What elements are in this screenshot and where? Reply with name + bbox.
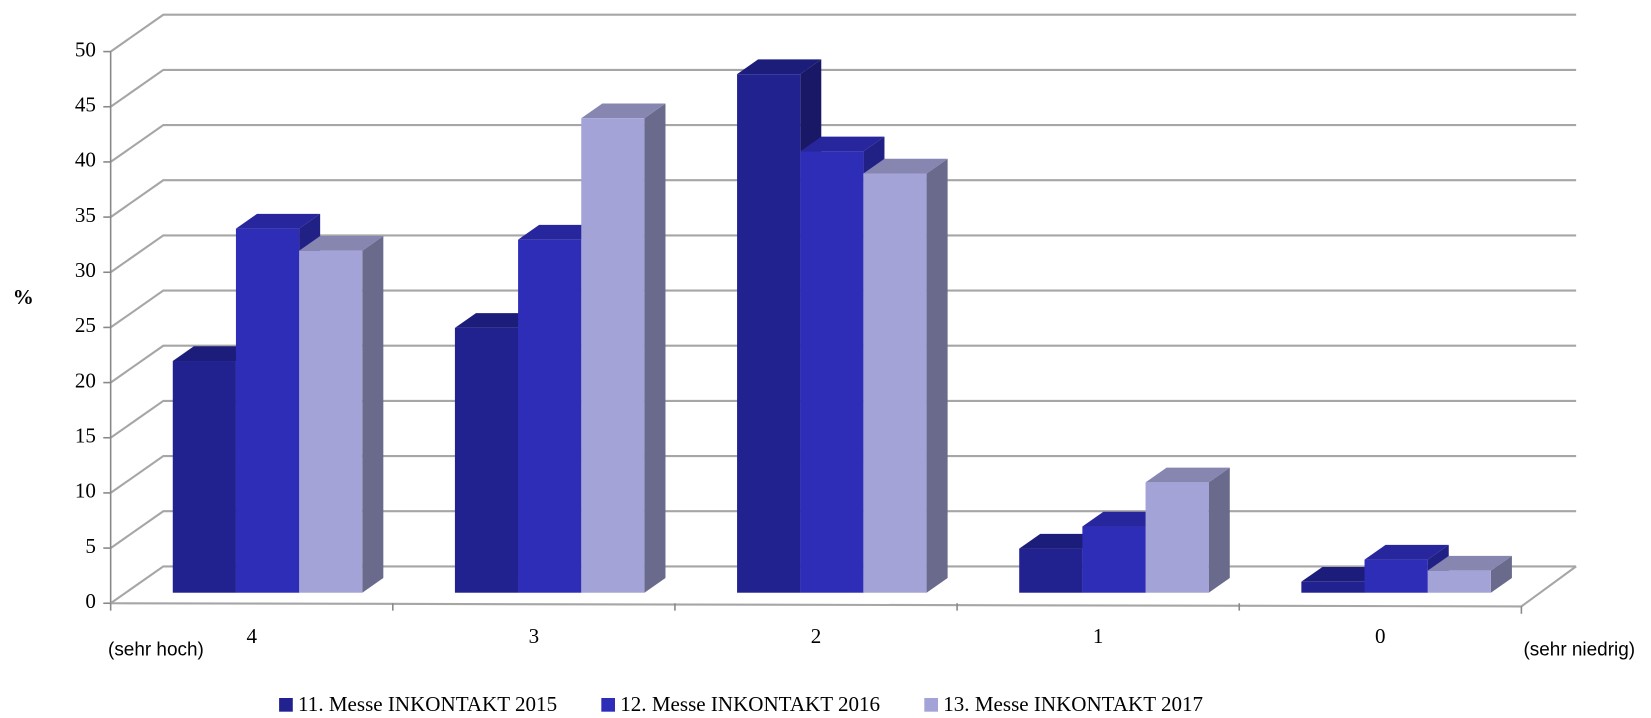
bar-side (926, 158, 948, 593)
bar-side (1490, 555, 1512, 593)
annotation: (sehr hoch) (108, 640, 204, 661)
grid-line (110, 344, 1577, 384)
bar (800, 151, 864, 593)
y-tick-label: 30 (75, 258, 96, 282)
grid-line (110, 179, 1577, 218)
bar (1019, 548, 1083, 593)
bar (172, 361, 236, 593)
legend-swatch (279, 697, 293, 712)
y-tick-label: 35 (75, 203, 96, 227)
bar (1301, 581, 1365, 593)
bar (863, 173, 927, 593)
y-tick-label: 50 (75, 37, 96, 61)
bar-top (1364, 544, 1449, 560)
bar-top (454, 313, 540, 328)
grid-line (110, 13, 1577, 53)
bar-top (863, 158, 948, 174)
grid-line (110, 510, 1577, 549)
y-tick-label: 0 (85, 589, 96, 613)
x-tick-label: 4 (246, 624, 257, 648)
x-tick-label: 1 (1093, 624, 1104, 648)
bar-top (1145, 467, 1230, 483)
grid-line (110, 455, 1577, 494)
bar (581, 118, 645, 593)
x-tick-label: 2 (811, 624, 822, 648)
bar-top (299, 235, 384, 251)
x-tick-label: 0 (1375, 624, 1386, 648)
bar (737, 74, 801, 593)
grid-line (110, 124, 1577, 163)
y-tick-label: 40 (75, 148, 96, 172)
bar-top (1427, 555, 1512, 571)
bar-top (235, 213, 321, 229)
annotation: (sehr niedrig) (1524, 640, 1636, 661)
bar-side (362, 235, 384, 593)
y-tick-label: 15 (75, 424, 96, 448)
y-tick-label: 45 (75, 93, 96, 117)
bar (454, 327, 519, 593)
bar (1145, 482, 1209, 593)
bar (518, 239, 582, 593)
y-tick-label: 20 (75, 368, 96, 392)
bar-side (644, 103, 666, 593)
grid-line (110, 399, 1577, 439)
legend-label: 12. Messe INKONTAKT 2016 (620, 692, 880, 716)
y-axis-label: % (13, 285, 34, 309)
x-tick-label: 3 (529, 624, 540, 648)
bar-top (800, 136, 885, 152)
grid-line (110, 289, 1577, 329)
y-tick-label: 25 (75, 313, 96, 337)
bar (1364, 559, 1428, 593)
y-tick-label: 10 (75, 479, 96, 503)
grid-line (110, 68, 1577, 108)
grid-line (110, 234, 1577, 274)
bar (299, 250, 363, 593)
bar (235, 228, 300, 593)
legend-swatch (924, 697, 938, 712)
legend-label: 13. Messe INKONTAKT 2017 (943, 692, 1203, 716)
y-tick-label: 5 (85, 534, 96, 558)
bar (1427, 570, 1491, 593)
bar (1082, 526, 1146, 593)
legend-label: 11. Messe INKONTAKT 2015 (298, 692, 557, 716)
bar-side (1208, 467, 1230, 593)
bar-top (737, 59, 822, 75)
bar-top (581, 103, 666, 119)
legend-swatch (601, 697, 616, 712)
